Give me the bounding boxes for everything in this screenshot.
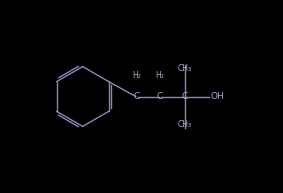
Text: H₂: H₂ — [132, 71, 141, 80]
Text: H₂: H₂ — [155, 71, 164, 80]
Text: OH: OH — [211, 92, 225, 101]
Text: CH₃: CH₃ — [178, 64, 192, 73]
Text: C: C — [157, 92, 163, 101]
Text: C: C — [182, 92, 188, 101]
Text: C: C — [134, 92, 140, 101]
Text: CH₃: CH₃ — [178, 120, 192, 129]
